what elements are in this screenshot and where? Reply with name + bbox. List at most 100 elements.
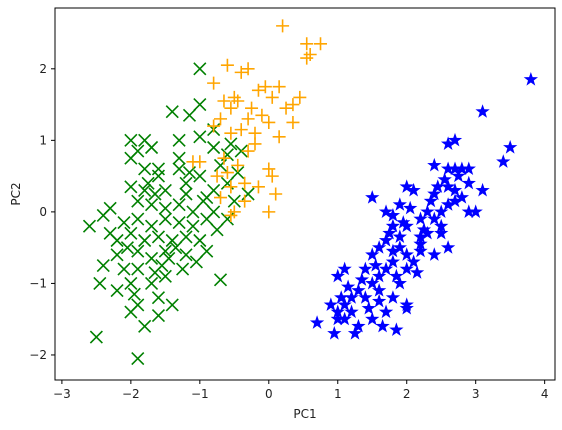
star-point (403, 200, 418, 215)
star-point (378, 304, 394, 319)
star-point (434, 225, 449, 240)
star-point (385, 290, 401, 304)
x-point (231, 165, 245, 180)
star-point (451, 168, 466, 183)
x-point (127, 287, 141, 301)
x-point (193, 98, 207, 112)
x-point (158, 244, 172, 258)
star-point (337, 261, 352, 276)
y-tick-label: −1 (29, 276, 47, 290)
plus-point (224, 208, 238, 222)
plot-frame (54, 7, 556, 381)
plus-point (279, 101, 293, 115)
star-point (475, 182, 490, 197)
star-point (368, 258, 383, 272)
x-point (179, 248, 193, 262)
plus-point (300, 37, 314, 51)
x-point (172, 216, 186, 230)
x-point (93, 276, 107, 290)
x-point (172, 133, 186, 147)
series-x (82, 62, 255, 366)
x-point (224, 137, 238, 151)
star-point (351, 318, 366, 333)
star-point (365, 190, 380, 204)
star-point (399, 300, 414, 315)
star-point (354, 272, 370, 286)
x-point (131, 212, 145, 226)
plus-point (269, 187, 283, 201)
star-point (440, 161, 456, 176)
star-point (420, 204, 435, 218)
x-point (144, 198, 159, 212)
star-point (430, 179, 445, 193)
x-point (189, 255, 203, 269)
star-point (461, 175, 476, 190)
x-point (200, 244, 214, 258)
plus-point (272, 80, 286, 94)
star-point (427, 211, 442, 226)
x-point (172, 151, 186, 165)
star-point (378, 261, 394, 276)
star-point (468, 204, 483, 218)
x-point (169, 241, 183, 255)
x-point (138, 319, 152, 333)
x-point (138, 183, 152, 197)
x-point (148, 187, 162, 201)
star-point (389, 268, 404, 283)
plus-point (265, 90, 279, 104)
star-point (406, 182, 421, 197)
plus-point (224, 180, 238, 194)
x-point (200, 212, 214, 226)
plus-point (314, 37, 328, 51)
x-point (89, 330, 103, 344)
plus-point (231, 94, 245, 108)
x-point (227, 194, 241, 208)
star-point (396, 215, 411, 229)
star-point (330, 311, 345, 326)
plus-point (217, 151, 231, 165)
x-point (172, 198, 186, 212)
star-point (447, 182, 463, 197)
star-point (347, 326, 363, 340)
x-point (155, 258, 169, 273)
star-point (334, 290, 349, 304)
star-point (392, 197, 407, 211)
x-point (131, 194, 145, 208)
plus-point (214, 191, 228, 205)
star-point (392, 229, 407, 243)
star-point (437, 172, 452, 186)
x-point (120, 241, 134, 255)
x-point (144, 140, 159, 155)
x-tick-label: 4 (541, 387, 549, 401)
plus-point (241, 62, 255, 76)
plus-point (286, 98, 300, 112)
points-layer (82, 19, 538, 366)
star-point (365, 311, 380, 326)
plus-point (245, 101, 259, 115)
x-tick-label: 0 (265, 387, 273, 401)
x-point (158, 212, 172, 226)
x-point (151, 169, 166, 183)
star-point (503, 140, 518, 154)
star-point (372, 293, 387, 308)
x-point (144, 251, 159, 265)
star-point (365, 247, 380, 261)
star-point (454, 190, 470, 204)
plus-point (255, 108, 269, 122)
x-point (165, 298, 179, 312)
x-tick-label: 2 (403, 387, 411, 401)
star-point (351, 283, 366, 297)
x-point (193, 130, 207, 144)
x-point (186, 205, 200, 219)
plus-point (300, 51, 314, 65)
plus-point (293, 90, 307, 104)
x-point (158, 201, 172, 215)
star-point (392, 240, 407, 254)
star-point (385, 254, 401, 269)
star-point (447, 193, 463, 208)
ticks-layer: −3 −2 −1 0 1 2 3 4 −2 −1 0 1 2 (29, 62, 548, 401)
x-tick-label: 3 (472, 387, 480, 401)
star-point (416, 222, 432, 236)
star-point (399, 247, 414, 261)
